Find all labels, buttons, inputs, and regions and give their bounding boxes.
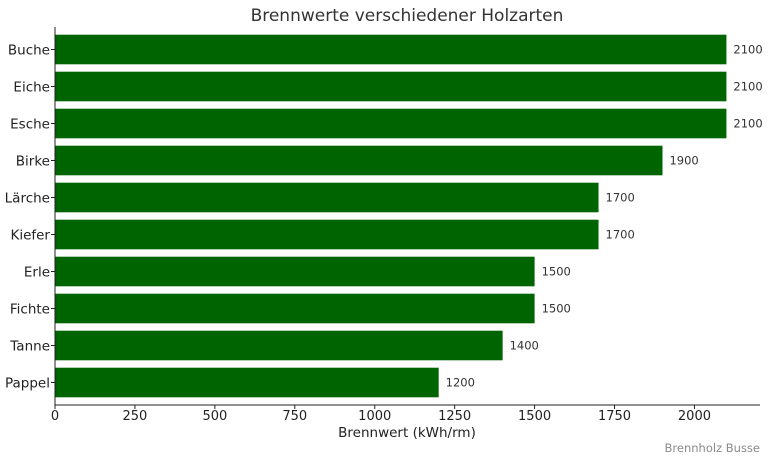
x-tick-label: 1000 [358, 409, 391, 424]
x-tick-label: 750 [282, 409, 307, 424]
y-tick-label: Lärche [5, 191, 50, 207]
y-tick-label: Eiche [13, 80, 50, 96]
x-tick-label: 250 [123, 409, 148, 424]
bar-tanne [55, 330, 503, 361]
y-tick-label: Esche [10, 117, 50, 133]
y-tick-label: Buche [8, 43, 50, 59]
bar-esche [55, 108, 727, 139]
bar-birke [55, 145, 663, 176]
x-tick-label: 500 [202, 409, 227, 424]
x-axis-label: Brennwert (kWh/rm) [338, 425, 476, 441]
data-labels: 2100 2100 2100 1900 1700 1700 1500 1500 1400 1200 [446, 43, 763, 390]
data-label: 1500 [542, 265, 571, 279]
bar-kiefer [55, 219, 599, 250]
y-tick-label: Fichte [10, 302, 50, 318]
data-label: 2100 [733, 80, 762, 94]
data-label: 1500 [542, 302, 571, 316]
y-tick-label: Pappel [5, 376, 50, 392]
bar-fichte [55, 293, 535, 324]
x-tick-label: 2000 [678, 409, 711, 424]
y-tick-label: Erle [24, 265, 50, 281]
bar-lärche [55, 182, 599, 213]
y-tick-label: Kiefer [10, 228, 50, 244]
data-label: 1200 [446, 376, 475, 390]
bars-group [55, 34, 727, 398]
y-tick-labels: Buche Eiche Esche Birke Lärche Kiefer Erle Fich… [5, 43, 55, 392]
data-label: 1700 [606, 191, 635, 205]
y-tick-label: Birke [16, 154, 50, 170]
bar-eiche [55, 71, 727, 102]
data-label: 1700 [606, 228, 635, 242]
data-label: 1900 [669, 154, 698, 168]
x-tick-label: 1500 [518, 409, 551, 424]
x-ticks: 0 250 500 750 1000 1250 1500 1750 2000 [51, 405, 711, 424]
x-tick-label: 1750 [598, 409, 631, 424]
bar-pappel [55, 367, 439, 398]
watermark: Brennholz Busse [665, 441, 760, 455]
data-label: 2100 [733, 43, 762, 57]
bar-erle [55, 256, 535, 287]
data-label: 1400 [510, 339, 539, 353]
y-tick-label: Tanne [9, 339, 50, 355]
x-tick-label: 0 [51, 409, 59, 424]
bar-buche [55, 34, 727, 65]
x-tick-label: 1250 [438, 409, 471, 424]
chart-title: Brennwerte verschiedener Holzarten [251, 6, 564, 26]
data-label: 2100 [733, 117, 762, 131]
